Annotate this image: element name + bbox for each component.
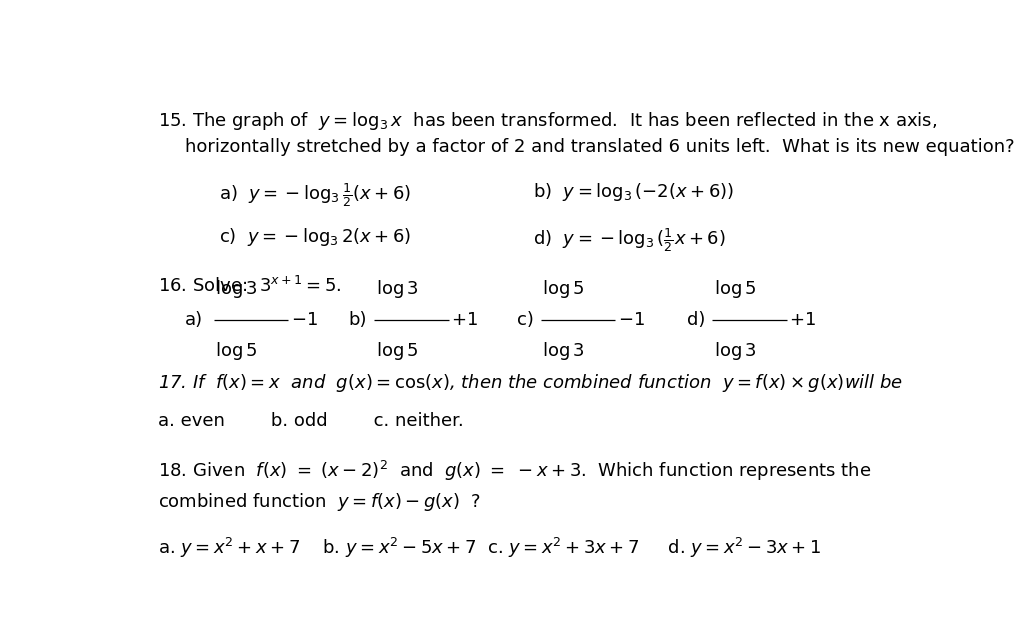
Text: $\log 3$: $\log 3$ xyxy=(376,278,418,300)
Text: $\log 5$: $\log 5$ xyxy=(714,278,756,300)
Text: $-1$: $-1$ xyxy=(617,311,644,329)
Text: $\log 5$: $\log 5$ xyxy=(376,340,418,362)
Text: a. even        b. odd        c. neither.: a. even b. odd c. neither. xyxy=(158,412,464,430)
Text: b): b) xyxy=(348,311,368,329)
Text: $\log 3$: $\log 3$ xyxy=(543,340,585,362)
Text: 16. Solve:  $3^{x+1}=5$.: 16. Solve: $3^{x+1}=5$. xyxy=(158,276,342,296)
Text: combined function  $y = f(x) - g(x)$  ?: combined function $y = f(x) - g(x)$ ? xyxy=(158,491,481,513)
Text: a. $y = x^2+x+7$    b. $y = x^2-5x+7$  c. $y = x^2+3x+7$     d. $y = x^2-3x+1$: a. $y = x^2+x+7$ b. $y = x^2-5x+7$ c. $y… xyxy=(158,536,821,560)
Text: $+1$: $+1$ xyxy=(790,311,816,329)
Text: d)  $y=-\log_3(\frac{1}{2}x+6)$: d) $y=-\log_3(\frac{1}{2}x+6)$ xyxy=(532,226,725,254)
Text: $\log 3$: $\log 3$ xyxy=(215,278,258,300)
Text: c)  $y=-\log_3 2(x+6)$: c) $y=-\log_3 2(x+6)$ xyxy=(219,226,412,248)
Text: a)  $y=-\log_3\frac{1}{2}(x+6)$: a) $y=-\log_3\frac{1}{2}(x+6)$ xyxy=(219,182,412,209)
Text: $-1$: $-1$ xyxy=(291,311,317,329)
Text: 15. The graph of  $y=\log_3 x$  has been transformed.  It has been reflected in : 15. The graph of $y=\log_3 x$ has been t… xyxy=(158,109,938,131)
Text: $\log 5$: $\log 5$ xyxy=(215,340,257,362)
Text: a): a) xyxy=(185,311,204,329)
Text: c): c) xyxy=(517,311,534,329)
Text: $\log 3$: $\log 3$ xyxy=(714,340,756,362)
Text: $\log 5$: $\log 5$ xyxy=(543,278,585,300)
Text: b)  $y=\log_3(-2(x+6))$: b) $y=\log_3(-2(x+6))$ xyxy=(532,182,733,204)
Text: 18. Given  $f(x)\ =\ (x-2)^2$  and  $g(x)\ =\ -x+3$.  Which function represents : 18. Given $f(x)\ =\ (x-2)^2$ and $g(x)\ … xyxy=(158,459,871,483)
Text: $+1$: $+1$ xyxy=(451,311,478,329)
Text: 17. If  $f(x) = x$  and  $g(x) = \cos(x)$, then the combined function  $y = f(x): 17. If $f(x) = x$ and $g(x) = \cos(x)$, … xyxy=(158,372,903,394)
Text: horizontally stretched by a factor of 2 and translated 6 units left.  What is it: horizontally stretched by a factor of 2 … xyxy=(185,138,1015,156)
Text: d): d) xyxy=(687,311,706,329)
